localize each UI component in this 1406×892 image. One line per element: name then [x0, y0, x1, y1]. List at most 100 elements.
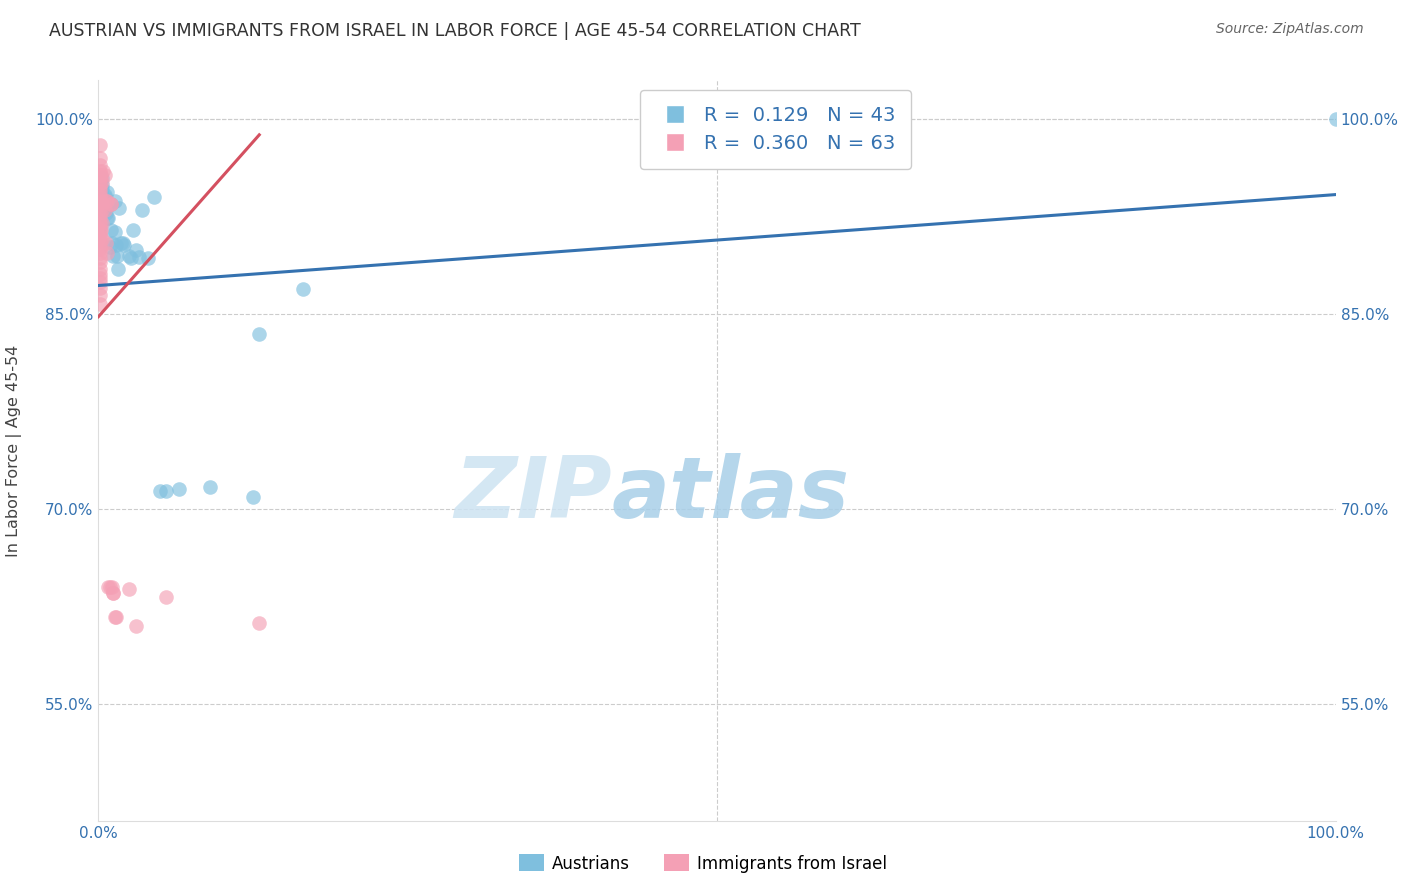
Point [89, 225, 111, 239]
Point [91, 178, 114, 193]
Point [247, 616, 270, 631]
Point [120, 251, 142, 265]
Point [96, 211, 118, 225]
Point [89, 287, 111, 301]
Legend: R =  0.129   N = 43, R =  0.360   N = 63: R = 0.129 N = 43, R = 0.360 N = 63 [640, 90, 911, 169]
Point [89, 275, 111, 289]
Point [103, 225, 125, 239]
Point [89, 184, 111, 198]
Point [118, 249, 141, 263]
Point [93, 203, 115, 218]
Point [89, 190, 111, 204]
Point [100, 196, 122, 211]
Point [89, 235, 111, 250]
Point [89, 239, 111, 253]
Point [103, 249, 125, 263]
Point [91, 175, 114, 189]
Point [89, 177, 111, 191]
Point [89, 233, 111, 247]
Point [291, 282, 314, 296]
Point [110, 235, 132, 250]
Legend: Austrians, Immigrants from Israel: Austrians, Immigrants from Israel [512, 847, 894, 880]
Point [89, 187, 111, 202]
Point [101, 580, 124, 594]
Point [96, 194, 118, 208]
Point [128, 250, 150, 264]
Point [89, 221, 111, 235]
Point [124, 244, 146, 258]
Point [89, 151, 111, 165]
Point [89, 138, 111, 153]
Point [149, 483, 172, 498]
Point [89, 296, 111, 310]
Point [97, 580, 120, 594]
Point [89, 229, 111, 244]
Point [91, 232, 114, 246]
Point [94, 201, 117, 215]
Point [91, 216, 114, 230]
Point [155, 591, 177, 605]
Point [89, 206, 111, 220]
Point [103, 194, 125, 208]
Point [136, 251, 159, 265]
Point [247, 326, 270, 341]
Text: ZIP: ZIP [454, 453, 612, 536]
Point [89, 210, 111, 224]
Point [93, 190, 115, 204]
Point [107, 261, 129, 276]
Point [100, 222, 122, 236]
Point [89, 172, 111, 186]
Point [124, 619, 146, 633]
Point [100, 196, 122, 211]
Point [103, 609, 125, 624]
Point [94, 194, 117, 208]
Point [89, 242, 111, 256]
Point [93, 168, 115, 182]
Point [89, 281, 111, 295]
Point [90, 195, 112, 210]
Text: AUSTRIAN VS IMMIGRANTS FROM ISRAEL IN LABOR FORCE | AGE 45-54 CORRELATION CHART: AUSTRIAN VS IMMIGRANTS FROM ISRAEL IN LA… [49, 22, 860, 40]
Point [89, 261, 111, 276]
Point [90, 168, 112, 182]
Point [89, 251, 111, 265]
Point [100, 196, 122, 211]
Point [89, 213, 111, 227]
Point [118, 582, 141, 597]
Point [93, 164, 115, 178]
Point [89, 196, 111, 211]
Point [89, 255, 111, 269]
Point [93, 194, 115, 208]
Point [98, 239, 121, 253]
Point [103, 586, 125, 600]
Point [96, 185, 118, 199]
Point [98, 580, 121, 594]
Point [131, 203, 153, 218]
Point [112, 235, 135, 250]
Point [112, 238, 135, 252]
Point [93, 201, 115, 215]
Point [143, 190, 166, 204]
Point [91, 170, 114, 185]
Y-axis label: In Labor Force | Age 45-54: In Labor Force | Age 45-54 [6, 344, 21, 557]
Point [89, 194, 111, 208]
Point [90, 222, 112, 236]
Point [96, 246, 118, 260]
Point [89, 246, 111, 260]
Point [108, 201, 131, 215]
Point [97, 211, 120, 225]
Point [93, 187, 115, 202]
Point [101, 235, 124, 250]
Point [91, 182, 114, 196]
Point [89, 267, 111, 281]
Text: atlas: atlas [612, 453, 851, 536]
Point [89, 164, 111, 178]
Point [155, 483, 177, 498]
Point [89, 168, 111, 182]
Point [89, 270, 111, 285]
Point [89, 201, 111, 215]
Point [89, 158, 111, 172]
Point [94, 235, 117, 250]
Point [122, 222, 145, 236]
Point [198, 480, 221, 494]
Point [91, 203, 114, 218]
